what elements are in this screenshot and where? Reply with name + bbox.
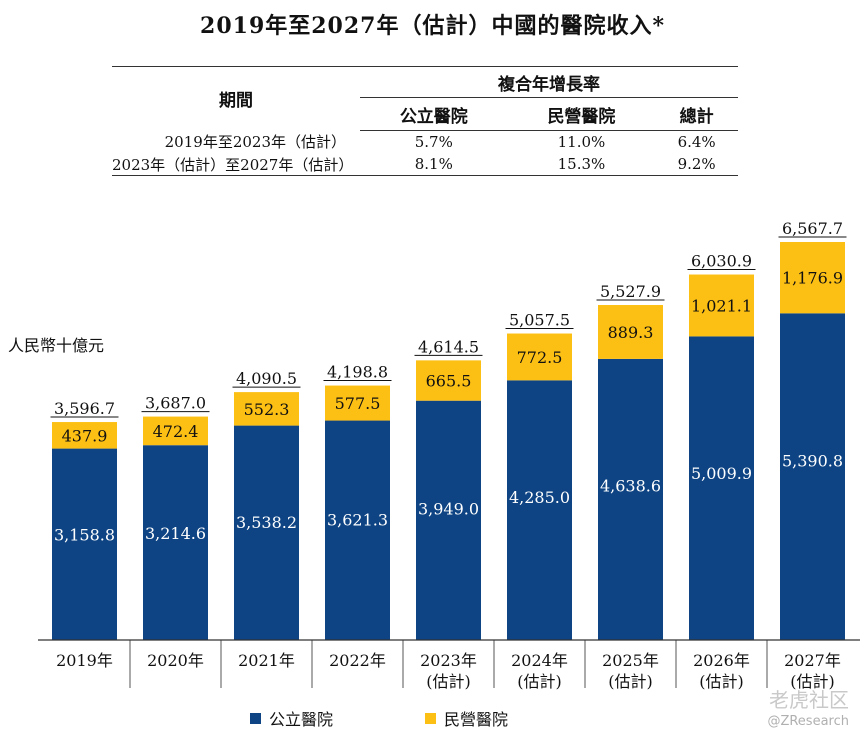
bar-public-3 [325,420,390,640]
category-label-1-0: 2020年 [147,651,204,670]
data-label-private-1: 472.4 [153,422,199,441]
cagr-table: 期間 複合年增長率 公立醫院 民營醫院 總計 2019年至2023年（估計） 5… [112,66,738,176]
legend-label-private: 民營醫院 [444,710,509,729]
data-label-private-0: 437.9 [62,426,108,445]
bar-public-1 [143,445,208,640]
watermark-handle: @ZResearch [767,714,849,729]
data-label-public-1: 3,214.6 [145,524,206,543]
total-label-4: 4,614.5 [418,337,479,356]
data-label-private-3: 577.5 [335,394,381,413]
bar-private-7 [689,274,754,337]
column-header-public: 公立醫院 [360,97,508,131]
cagr-value: 9.2% [655,153,738,176]
category-label-3-0: 2022年 [329,651,386,670]
legend-swatch-public [250,712,261,724]
total-label-3: 4,198.8 [327,363,388,382]
category-label-7-1: (估計) [699,672,744,691]
bar-public-5 [507,380,572,640]
bar-private-4 [416,360,481,401]
bar-public-8 [780,313,845,640]
legend-item-private: 民營醫院 [425,706,508,730]
column-header-total: 總計 [655,97,738,131]
data-label-public-5: 4,285.0 [509,488,570,507]
bar-private-3 [325,385,390,421]
category-label-6-0: 2025年 [602,651,659,670]
data-label-public-4: 3,949.0 [418,499,479,518]
data-label-private-8: 1,176.9 [782,269,843,288]
table-row: 2023年（估計）至2027年（估計） 8.1% 15.3% 9.2% [112,153,738,176]
cagr-value: 15.3% [507,153,656,176]
category-label-0-0: 2019年 [56,651,113,670]
data-label-public-0: 3,158.8 [54,526,115,545]
category-label-7-0: 2026年 [693,651,750,670]
bar-public-2 [234,425,299,640]
cagr-value: 11.0% [557,133,606,151]
row-period: 2019年至2023年（估計） [164,133,346,152]
legend-item-public: 公立醫院 [250,706,333,730]
category-label-6-1: (估計) [608,672,653,691]
data-label-private-4: 665.5 [426,372,472,391]
bar-private-1 [143,416,208,446]
category-label-5-1: (估計) [517,672,562,691]
data-label-public-7: 5,009.9 [691,464,752,483]
data-label-private-7: 1,021.1 [691,296,752,315]
row-period: 2023年（估計）至2027年（估計） [112,153,360,176]
legend: 公立醫院 民營醫院 [250,706,600,730]
data-label-public-8: 5,390.8 [782,451,843,470]
cagr-group-header: 複合年增長率 [360,66,738,98]
category-label-4-1: (估計) [426,672,471,691]
data-label-private-2: 552.3 [244,400,290,419]
cagr-value: 5.7% [414,133,453,151]
total-label-0: 3,596.7 [54,399,115,418]
category-label-8-1: (估計) [790,672,835,691]
total-label-8: 6,567.7 [782,219,843,238]
legend-swatch-private [425,712,437,724]
category-label-8-0: 2027年 [784,651,841,670]
cagr-value: 8.1% [360,153,508,176]
period-header: 期間 [112,66,360,131]
total-label-5: 5,057.5 [509,311,570,330]
bar-private-8 [780,242,845,314]
legend-label-public: 公立醫院 [269,710,334,729]
total-label-1: 3,687.0 [145,394,206,413]
bar-public-4 [416,400,481,640]
total-label-6: 5,527.9 [600,282,661,301]
bar-private-6 [598,305,663,359]
total-label-7: 6,030.9 [691,252,752,271]
data-label-public-6: 4,638.6 [600,476,661,495]
bar-private-5 [507,333,572,381]
bar-public-7 [689,336,754,640]
data-label-private-5: 772.5 [517,348,563,367]
category-label-2-0: 2021年 [238,651,295,670]
column-header-private: 民營醫院 [507,97,656,131]
total-label-2: 4,090.5 [236,369,297,388]
watermark-logo: 老虎社区 [769,688,849,712]
data-label-public-2: 3,538.2 [236,513,297,532]
category-label-4-0: 2023年 [420,651,477,670]
bar-private-2 [234,392,299,426]
bar-public-0 [52,448,117,640]
cagr-value: 6.4% [677,133,716,151]
table-row: 2019年至2023年（估計） 5.7% 11.0% 6.4% [112,131,738,154]
bar-public-6 [598,358,663,640]
data-label-public-3: 3,621.3 [327,510,388,529]
bar-private-0 [52,422,117,449]
category-label-5-0: 2024年 [511,651,568,670]
data-label-private-6: 889.3 [608,323,654,342]
chart-title: 2019年至2027年（估計）中國的醫院收入* [200,13,665,39]
y-axis-unit-label: 人民幣十億元 [8,336,105,355]
